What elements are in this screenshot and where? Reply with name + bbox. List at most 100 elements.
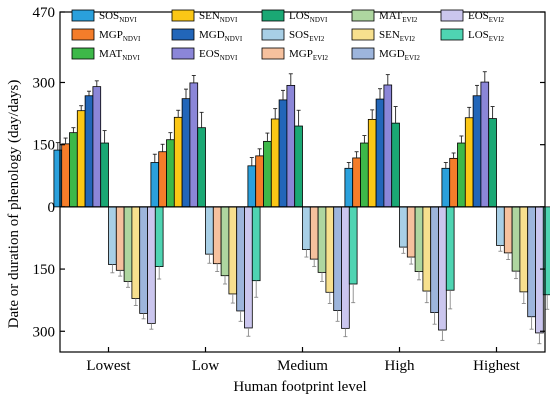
bar: [181, 98, 191, 208]
bar: [383, 84, 393, 208]
legend-swatch: [261, 47, 285, 60]
legend-label: SENEVI2: [379, 29, 415, 43]
bar: [472, 95, 482, 208]
bar: [286, 84, 296, 208]
legend-swatch: [171, 47, 195, 60]
bar: [352, 157, 361, 208]
bar: [212, 206, 222, 265]
bar: [270, 118, 280, 208]
bar: [367, 118, 377, 208]
bars-layer: [53, 81, 550, 334]
legend-item: EOSNDVI: [171, 47, 238, 62]
x-tick-label: Low: [192, 358, 220, 374]
legend-label: LOSNDVI: [289, 10, 328, 24]
legend: SOSNDVI MGPNDVI MATNDVI SENNDVI MGDNDVI EOSND…: [71, 9, 504, 62]
bar: [519, 206, 529, 293]
bar: [147, 206, 156, 324]
y-tick-label: 0: [48, 200, 56, 216]
bar: [503, 206, 513, 254]
bar: [344, 167, 354, 208]
bar: [348, 206, 358, 285]
legend-swatch: [71, 47, 95, 60]
bar: [511, 206, 521, 272]
x-tick-label: Medium: [277, 358, 328, 374]
bar: [302, 206, 311, 250]
legend-item: LOSEVI2: [440, 28, 504, 43]
bar: [150, 162, 160, 208]
legend-item: MGDEVI2: [351, 47, 420, 62]
bar: [309, 206, 319, 260]
bar: [430, 206, 439, 314]
legend-label: MATNDVI: [99, 48, 140, 62]
bar: [399, 206, 408, 248]
bar: [173, 116, 183, 208]
bar: [325, 206, 335, 293]
bar: [251, 206, 261, 282]
x-axis-title: Human footprint level: [233, 379, 366, 395]
bar: [123, 206, 133, 282]
bar: [438, 206, 447, 331]
legend-label: LOSEVI2: [468, 29, 504, 43]
bar: [205, 206, 214, 255]
bar: [263, 140, 272, 208]
bar: [457, 142, 466, 208]
legend-label: SOSNDVI: [99, 10, 137, 24]
legend-item: SENEVI2: [351, 28, 415, 43]
x-axis-ticks: Lowest Low Medium High Highest: [86, 347, 521, 374]
legend-swatch: [440, 9, 464, 22]
legend-label: SOSEVI2: [289, 29, 325, 43]
bar: [391, 122, 400, 208]
legend-swatch: [71, 9, 95, 22]
legend-item: MATEVI2: [351, 9, 418, 24]
x-tick-label: High: [385, 358, 416, 374]
y-tick-label: 150: [33, 262, 56, 278]
bar: [108, 206, 117, 265]
bar: [244, 206, 253, 329]
bar: [255, 155, 264, 208]
legend-label: EOSNDVI: [199, 48, 238, 62]
bar: [406, 206, 416, 258]
bar: [496, 206, 505, 246]
legend-label: SENNDVI: [199, 10, 238, 24]
bar: [166, 139, 175, 208]
legend-label: EOSEVI2: [468, 10, 504, 24]
legend-item: MATNDVI: [71, 47, 140, 62]
legend-swatch: [351, 28, 375, 41]
legend-item: SOSEVI2: [261, 28, 325, 43]
bar: [84, 95, 94, 208]
bar: [220, 206, 230, 277]
bar: [154, 206, 164, 267]
legend-swatch: [171, 9, 195, 22]
bar: [488, 118, 497, 208]
legend-swatch: [71, 28, 95, 41]
bar: [480, 81, 490, 208]
bar: [422, 206, 432, 292]
bar: [189, 82, 199, 208]
bar: [294, 125, 303, 208]
bar: [197, 127, 206, 208]
bar: [247, 165, 257, 208]
y-tick-label: 300: [33, 324, 56, 340]
legend-item: LOSNDVI: [261, 9, 328, 24]
y-tick-label: 150: [33, 138, 56, 154]
legend-item: SENNDVI: [171, 9, 238, 24]
bar: [464, 117, 474, 208]
bar: [527, 206, 536, 318]
legend-swatch: [261, 9, 285, 22]
bar: [449, 157, 458, 208]
legend-swatch: [261, 28, 285, 41]
bar: [535, 206, 544, 334]
bar: [375, 98, 385, 208]
bar: [236, 206, 245, 312]
bar: [542, 206, 550, 296]
bar: [360, 142, 369, 208]
bar: [115, 206, 125, 271]
bar: [76, 110, 86, 208]
legend-swatch: [351, 9, 375, 22]
bar: [92, 86, 102, 208]
bar: [139, 206, 148, 314]
legend-swatch: [171, 28, 195, 41]
bar: [441, 167, 451, 208]
bar: [414, 206, 424, 272]
